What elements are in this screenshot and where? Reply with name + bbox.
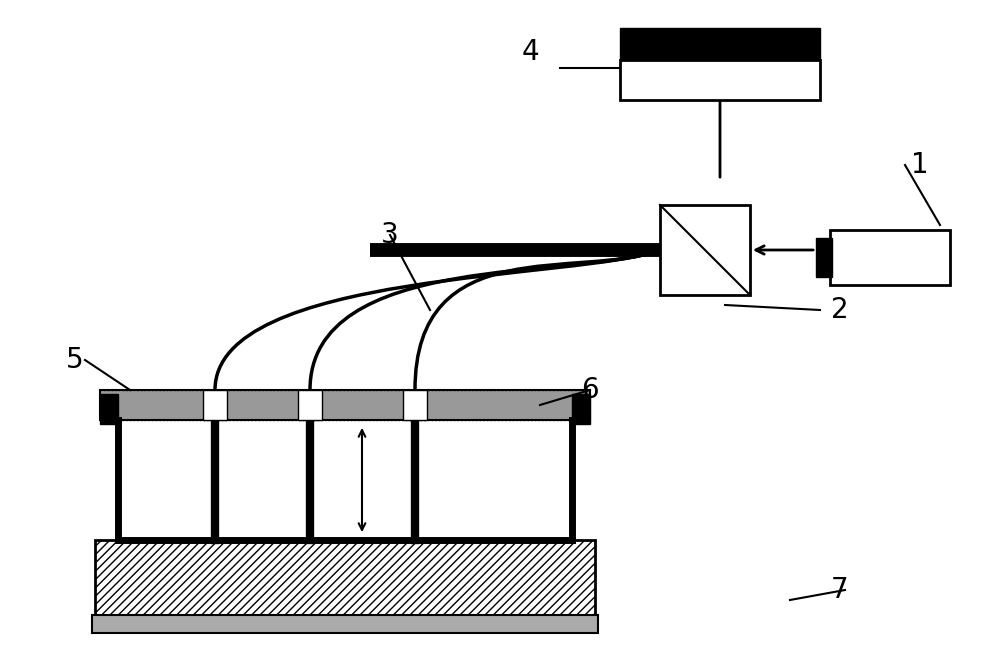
Bar bbox=[620, 60, 820, 100]
Bar bbox=[298, 390, 322, 420]
Bar bbox=[572, 394, 590, 424]
Text: 4: 4 bbox=[521, 38, 539, 66]
Bar bbox=[203, 390, 227, 420]
Bar bbox=[403, 390, 427, 420]
Bar bbox=[620, 28, 820, 60]
Text: 7: 7 bbox=[831, 576, 849, 604]
Bar bbox=[100, 394, 118, 424]
Text: 1: 1 bbox=[911, 151, 929, 179]
Bar bbox=[92, 615, 598, 633]
Text: 3: 3 bbox=[381, 221, 399, 249]
Text: 5: 5 bbox=[66, 346, 84, 374]
Text: 6: 6 bbox=[581, 376, 599, 404]
Bar bbox=[830, 230, 950, 285]
Bar bbox=[100, 390, 590, 420]
Bar bbox=[660, 205, 750, 295]
Bar bbox=[95, 540, 595, 615]
Bar bbox=[816, 238, 832, 277]
Text: 2: 2 bbox=[831, 296, 849, 324]
